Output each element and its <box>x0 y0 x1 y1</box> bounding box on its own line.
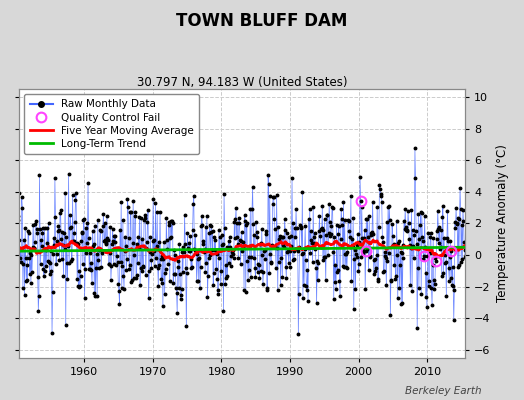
Text: Berkeley Earth: Berkeley Earth <box>406 386 482 396</box>
Y-axis label: Temperature Anomaly (°C): Temperature Anomaly (°C) <box>496 144 509 302</box>
Text: TOWN BLUFF DAM: TOWN BLUFF DAM <box>176 12 348 30</box>
Title: 30.797 N, 94.183 W (United States): 30.797 N, 94.183 W (United States) <box>137 76 347 89</box>
Legend: Raw Monthly Data, Quality Control Fail, Five Year Moving Average, Long-Term Tren: Raw Monthly Data, Quality Control Fail, … <box>25 94 199 154</box>
